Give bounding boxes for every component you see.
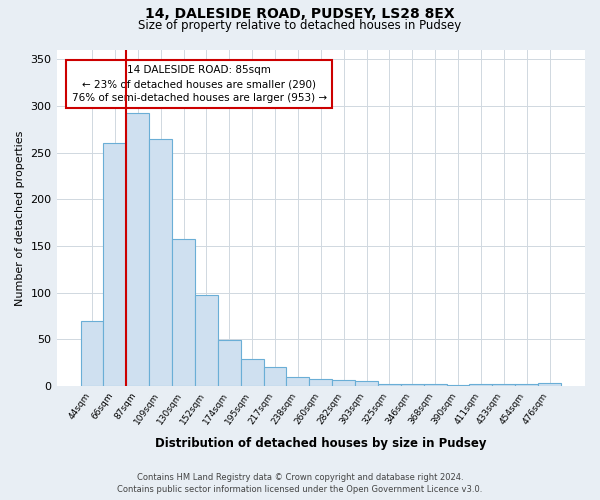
Y-axis label: Number of detached properties: Number of detached properties bbox=[15, 130, 25, 306]
Bar bbox=[332, 380, 355, 386]
Bar bbox=[80, 320, 103, 386]
Bar bbox=[355, 382, 378, 386]
Text: 14, DALESIDE ROAD, PUDSEY, LS28 8EX: 14, DALESIDE ROAD, PUDSEY, LS28 8EX bbox=[145, 8, 455, 22]
Bar bbox=[103, 144, 127, 386]
Bar bbox=[218, 340, 241, 386]
X-axis label: Distribution of detached houses by size in Pudsey: Distribution of detached houses by size … bbox=[155, 437, 487, 450]
Bar bbox=[149, 138, 172, 386]
Bar bbox=[195, 294, 218, 386]
Bar bbox=[378, 384, 401, 386]
Text: Contains HM Land Registry data © Crown copyright and database right 2024.
Contai: Contains HM Land Registry data © Crown c… bbox=[118, 472, 482, 494]
Bar bbox=[241, 359, 263, 386]
Bar bbox=[263, 368, 286, 386]
Bar bbox=[538, 384, 561, 386]
Bar bbox=[469, 384, 493, 386]
Bar bbox=[515, 384, 538, 386]
Bar bbox=[493, 384, 515, 386]
Text: 14 DALESIDE ROAD: 85sqm
← 23% of detached houses are smaller (290)
76% of semi-d: 14 DALESIDE ROAD: 85sqm ← 23% of detache… bbox=[71, 65, 327, 103]
Bar bbox=[310, 378, 332, 386]
Bar bbox=[172, 238, 195, 386]
Bar bbox=[424, 384, 446, 386]
Bar bbox=[286, 376, 310, 386]
Bar bbox=[127, 112, 149, 386]
Bar bbox=[446, 385, 469, 386]
Text: Size of property relative to detached houses in Pudsey: Size of property relative to detached ho… bbox=[139, 19, 461, 32]
Bar bbox=[401, 384, 424, 386]
